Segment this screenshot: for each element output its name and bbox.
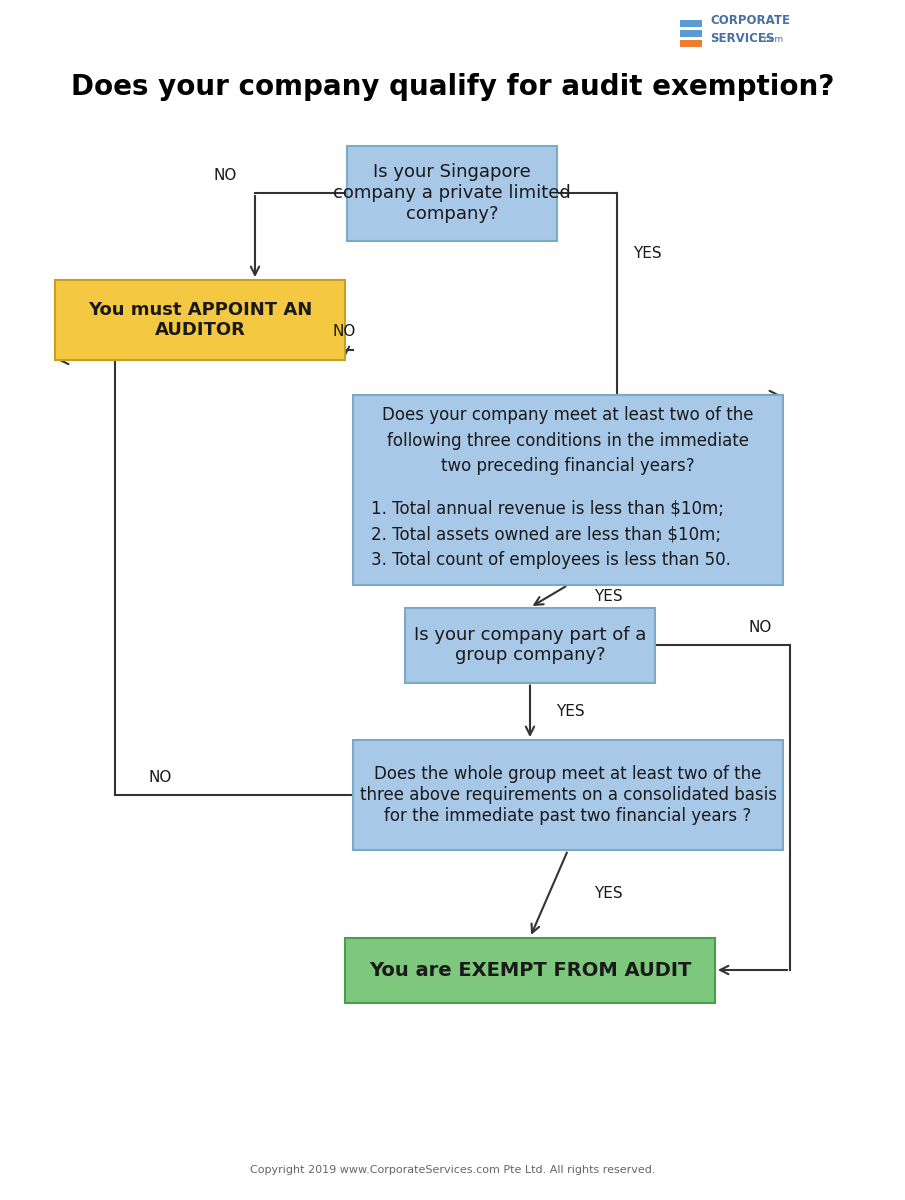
Text: You must APPOINT AN
AUDITOR: You must APPOINT AN AUDITOR <box>88 300 312 340</box>
Text: Is your company part of a
group company?: Is your company part of a group company? <box>414 625 646 665</box>
Text: NO: NO <box>214 168 237 182</box>
Text: 3. Total count of employees is less than 50.: 3. Total count of employees is less than… <box>371 551 731 569</box>
Text: two preceding financial years?: two preceding financial years? <box>442 457 695 475</box>
Bar <box>680 30 702 37</box>
Text: NO: NO <box>148 769 172 785</box>
Text: Copyright 2019 www.CorporateServices.com Pte Ltd. All rights reserved.: Copyright 2019 www.CorporateServices.com… <box>250 1165 655 1175</box>
Text: NO: NO <box>748 619 772 635</box>
Text: Is your Singapore
company a private limited
company?: Is your Singapore company a private limi… <box>333 163 571 223</box>
Text: YES: YES <box>594 589 623 604</box>
Text: NO: NO <box>332 324 356 340</box>
FancyBboxPatch shape <box>345 937 715 1002</box>
Bar <box>680 20 702 26</box>
Text: following three conditions in the immediate: following three conditions in the immedi… <box>387 432 749 450</box>
Bar <box>680 40 702 47</box>
Text: YES: YES <box>633 246 662 260</box>
Text: CORPORATE
SERVICES: CORPORATE SERVICES <box>710 14 790 46</box>
FancyBboxPatch shape <box>353 740 783 850</box>
Text: Does the whole group meet at least two of the
three above requirements on a cons: Does the whole group meet at least two o… <box>359 766 776 824</box>
Text: YES: YES <box>556 703 585 719</box>
FancyBboxPatch shape <box>55 280 345 360</box>
Text: .com: .com <box>761 36 783 44</box>
FancyBboxPatch shape <box>353 395 783 584</box>
Text: 2. Total assets owned are less than $10m;: 2. Total assets owned are less than $10m… <box>371 526 721 544</box>
Text: You are EXEMPT FROM AUDIT: You are EXEMPT FROM AUDIT <box>369 960 691 979</box>
Text: Does your company qualify for audit exemption?: Does your company qualify for audit exem… <box>71 73 834 101</box>
FancyBboxPatch shape <box>405 607 655 683</box>
Text: YES: YES <box>594 887 623 901</box>
Text: 1. Total annual revenue is less than $10m;: 1. Total annual revenue is less than $10… <box>371 500 724 518</box>
FancyBboxPatch shape <box>347 145 557 240</box>
Text: Does your company meet at least two of the: Does your company meet at least two of t… <box>382 407 754 425</box>
